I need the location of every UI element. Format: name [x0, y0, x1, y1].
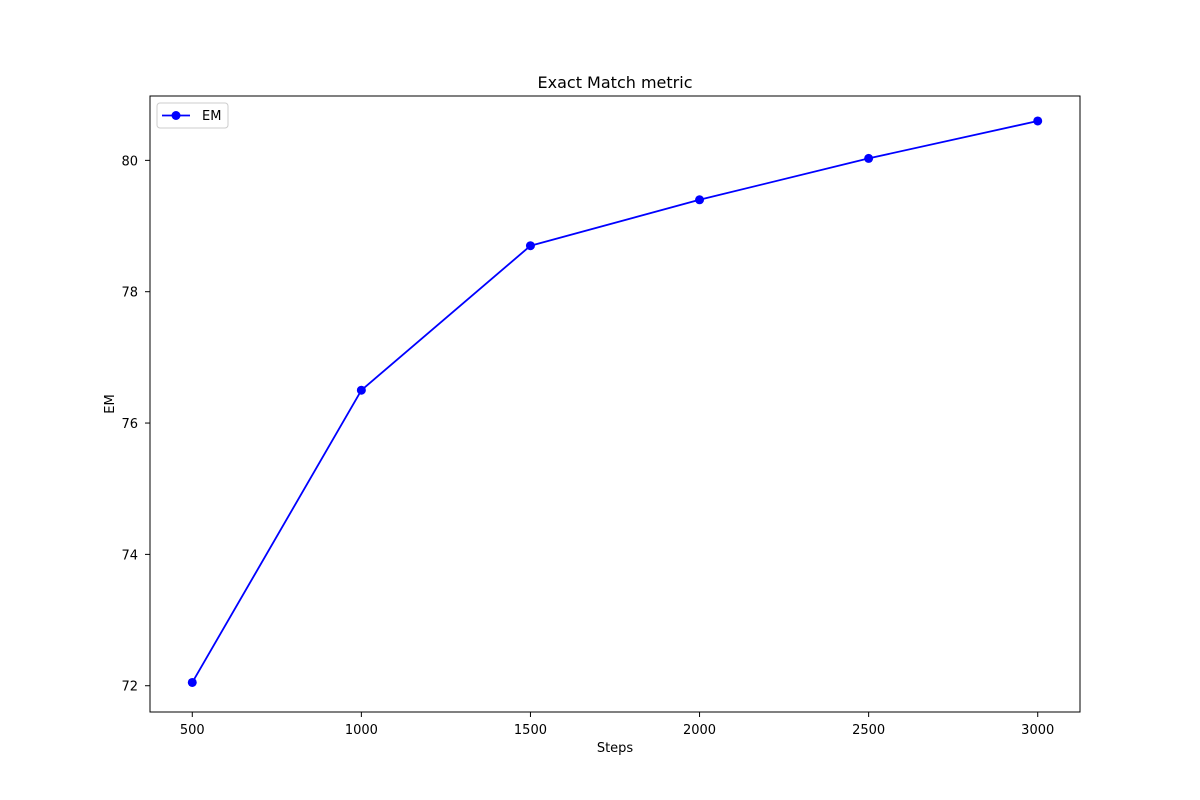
- data-point: [525, 241, 535, 251]
- y-tick-label: 78: [121, 286, 138, 301]
- x-axis-label: Steps: [597, 741, 634, 756]
- legend-label: EM: [202, 109, 221, 124]
- legend-box: [156, 102, 229, 129]
- data-point: [1033, 116, 1043, 126]
- x-tick-label: 1500: [514, 723, 547, 738]
- y-tick-label: 72: [121, 680, 138, 695]
- data-point: [695, 195, 705, 205]
- y-tick-label: 80: [121, 154, 138, 169]
- x-tick-label: 2500: [852, 723, 885, 738]
- plot-layer: [187, 116, 1043, 687]
- y-axis-label: EM: [103, 394, 118, 413]
- data-point: [864, 153, 874, 163]
- series-line-em: [191, 120, 1038, 683]
- y-tick-label: 76: [121, 417, 138, 432]
- chart-title: Exact Match metric: [538, 73, 693, 92]
- x-tick-label: 3000: [1021, 723, 1054, 738]
- x-tick-label: 1000: [345, 723, 378, 738]
- y-tick-label: 74: [121, 548, 138, 563]
- legend-marker-swatch: [171, 111, 181, 120]
- data-point: [187, 677, 197, 687]
- x-axis: 500 1000 1500 2000 2500 3000: [180, 712, 1054, 738]
- legend: EM: [156, 102, 229, 129]
- y-axis: 72 74 76 78 80: [121, 154, 150, 695]
- x-tick-label: 500: [180, 723, 205, 738]
- plot-frame: [149, 95, 1081, 713]
- data-point: [356, 385, 366, 395]
- x-tick-label: 2000: [683, 723, 716, 738]
